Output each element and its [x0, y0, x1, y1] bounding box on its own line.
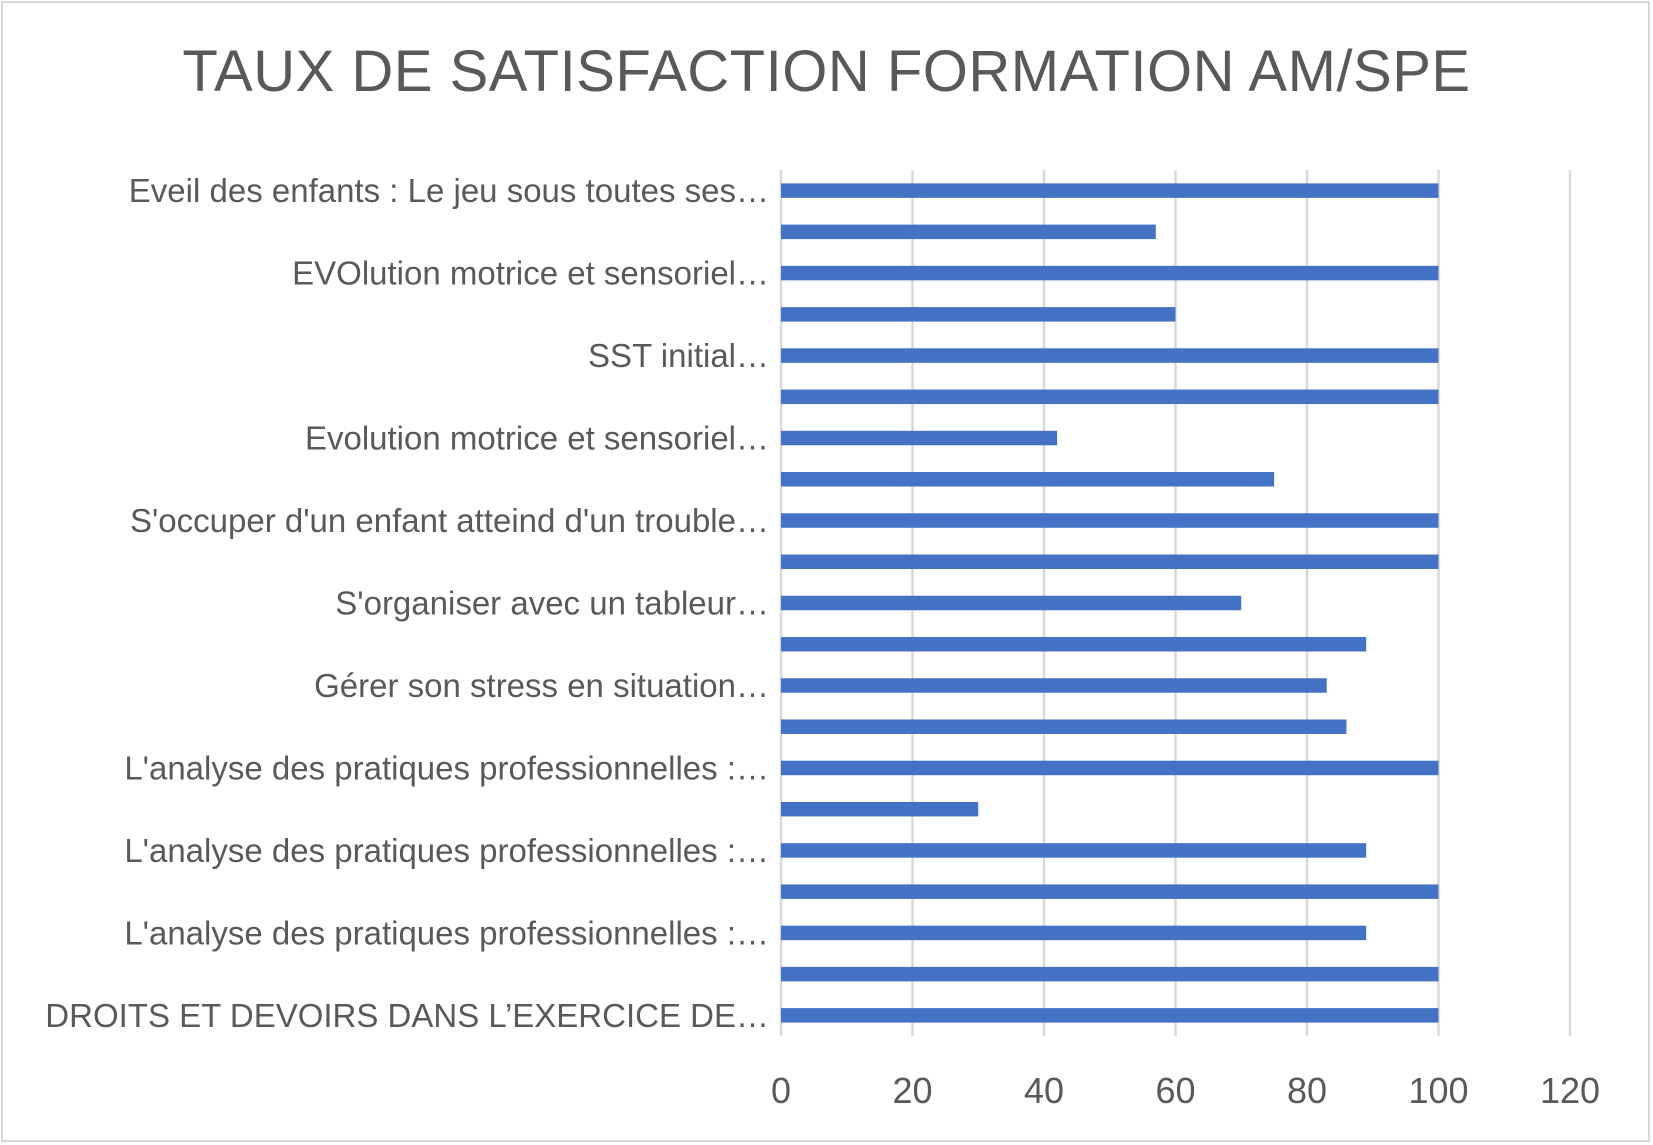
- bar: [781, 389, 1439, 405]
- x-tick-label: 0: [771, 1070, 791, 1111]
- bar: [781, 636, 1367, 652]
- bar: [781, 966, 1439, 982]
- bar: [781, 760, 1439, 776]
- bar: [781, 554, 1439, 570]
- x-tick-label: 80: [1287, 1070, 1327, 1111]
- bar: [781, 884, 1439, 899]
- bar: [781, 843, 1367, 858]
- x-tick-label: 40: [1024, 1070, 1064, 1111]
- bar: [781, 472, 1275, 487]
- bar: [781, 595, 1242, 611]
- category-label: S'organiser avec un tableur…: [335, 585, 769, 622]
- bar: [781, 719, 1347, 734]
- category-label: S'occuper d'un enfant atteind d'un troub…: [130, 502, 769, 539]
- category-label: SST initial…: [588, 337, 769, 374]
- category-label: Eveil des enfants : Le jeu sous toutes s…: [129, 172, 769, 209]
- bar: [781, 925, 1367, 941]
- bar: [781, 224, 1156, 240]
- category-label: EVOlution motrice et sensoriel…: [292, 255, 769, 292]
- bar: [781, 348, 1439, 363]
- bar: [781, 801, 979, 817]
- category-label: L'analyse des pratiques professionnelles…: [124, 914, 769, 951]
- bar: [781, 183, 1439, 198]
- bar: [781, 430, 1058, 446]
- x-tick-label: 20: [892, 1070, 932, 1111]
- bar: [781, 513, 1439, 528]
- category-label: L'analyse des pratiques professionnelles…: [124, 749, 769, 786]
- bar: [781, 678, 1327, 693]
- x-tick-label: 120: [1540, 1070, 1600, 1111]
- category-label: DROITS ET DEVOIRS DANS L’EXERCICE DE…: [45, 997, 769, 1034]
- x-tick-label: 100: [1408, 1070, 1468, 1111]
- bar: [781, 307, 1176, 322]
- bar: [781, 265, 1439, 281]
- category-label: Gérer son stress en situation…: [314, 667, 769, 704]
- x-tick-label: 60: [1155, 1070, 1195, 1111]
- category-label: Evolution motrice et sensoriel…: [305, 420, 769, 457]
- chart-title: TAUX DE SATISFACTION FORMATION AM/SPE: [182, 39, 1471, 104]
- bar: [781, 1008, 1439, 1023]
- category-label: L'analyse des pratiques professionnelles…: [124, 832, 769, 869]
